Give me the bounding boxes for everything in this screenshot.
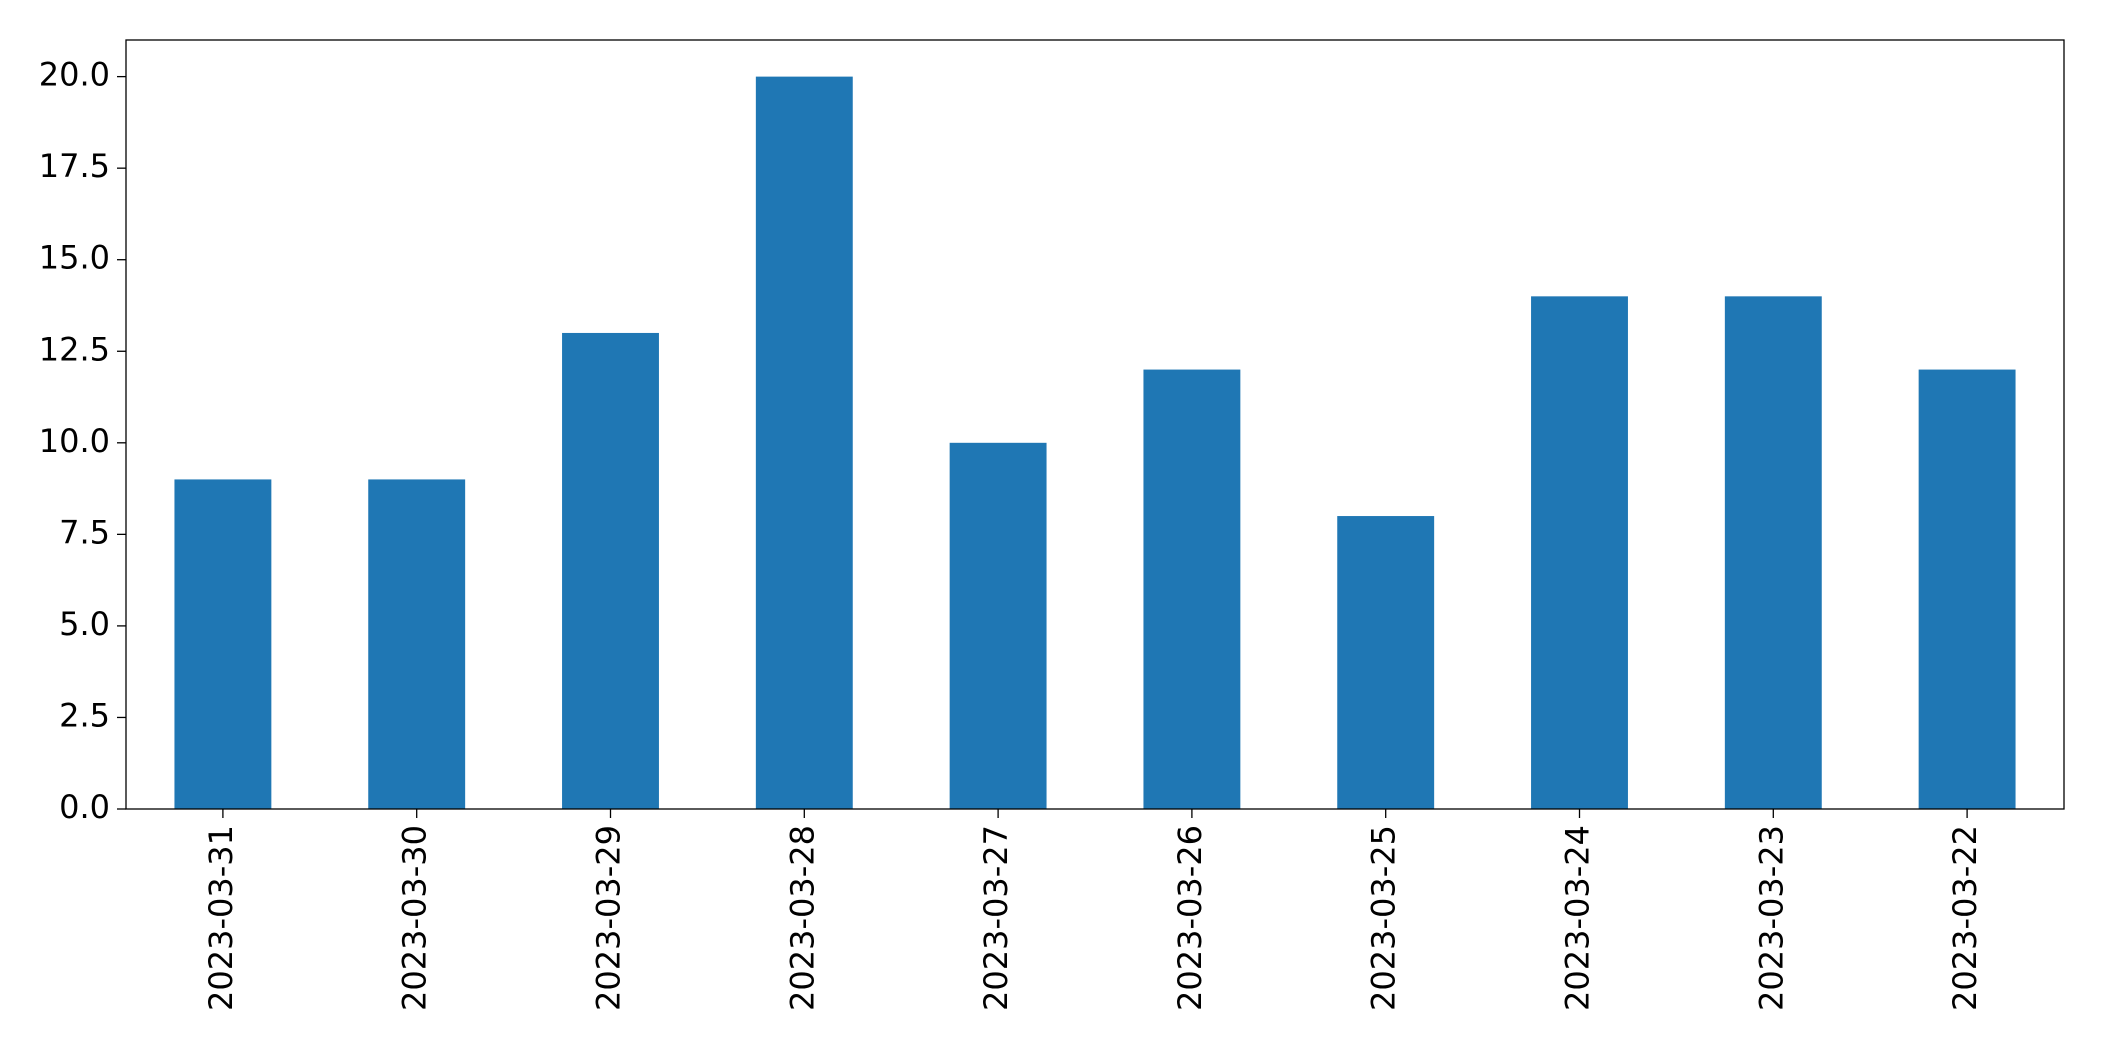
- bar: [949, 442, 1047, 809]
- x-tick-label: 2023-03-22: [1946, 825, 1984, 1011]
- y-tick-label: 20.0: [39, 56, 110, 94]
- bar: [562, 332, 659, 809]
- x-tick-label: 2023-03-29: [590, 825, 628, 1011]
- y-tick-label: 17.5: [39, 147, 110, 185]
- y-tick-label: 10.0: [39, 422, 110, 460]
- y-tick-label: 2.5: [59, 696, 110, 734]
- bar: [1918, 369, 2016, 809]
- bar: [368, 479, 466, 809]
- bar: [1724, 296, 1822, 809]
- bar: [1143, 369, 1241, 809]
- y-tick-label: 7.5: [59, 513, 110, 551]
- bar: [755, 76, 853, 810]
- x-tick-label: 2023-03-27: [977, 825, 1015, 1011]
- x-tick-label: 2023-03-31: [202, 825, 240, 1011]
- x-tick-label: 2023-03-24: [1559, 825, 1597, 1011]
- x-tick-label: 2023-03-23: [1752, 825, 1790, 1011]
- y-tick-label: 15.0: [39, 239, 110, 277]
- x-tick-label: 2023-03-26: [1171, 825, 1209, 1011]
- y-tick-label: 0.0: [59, 788, 110, 826]
- y-tick-label: 12.5: [39, 330, 110, 368]
- plot-frame: [125, 39, 2065, 810]
- bar: [1337, 516, 1435, 809]
- x-tick-label: 2023-03-30: [396, 825, 434, 1011]
- y-tick-label: 5.0: [59, 605, 110, 643]
- bar: [174, 479, 272, 809]
- x-tick-label: 2023-03-25: [1365, 825, 1403, 1011]
- x-tick-label: 2023-03-28: [783, 825, 821, 1011]
- bar: [1531, 296, 1628, 809]
